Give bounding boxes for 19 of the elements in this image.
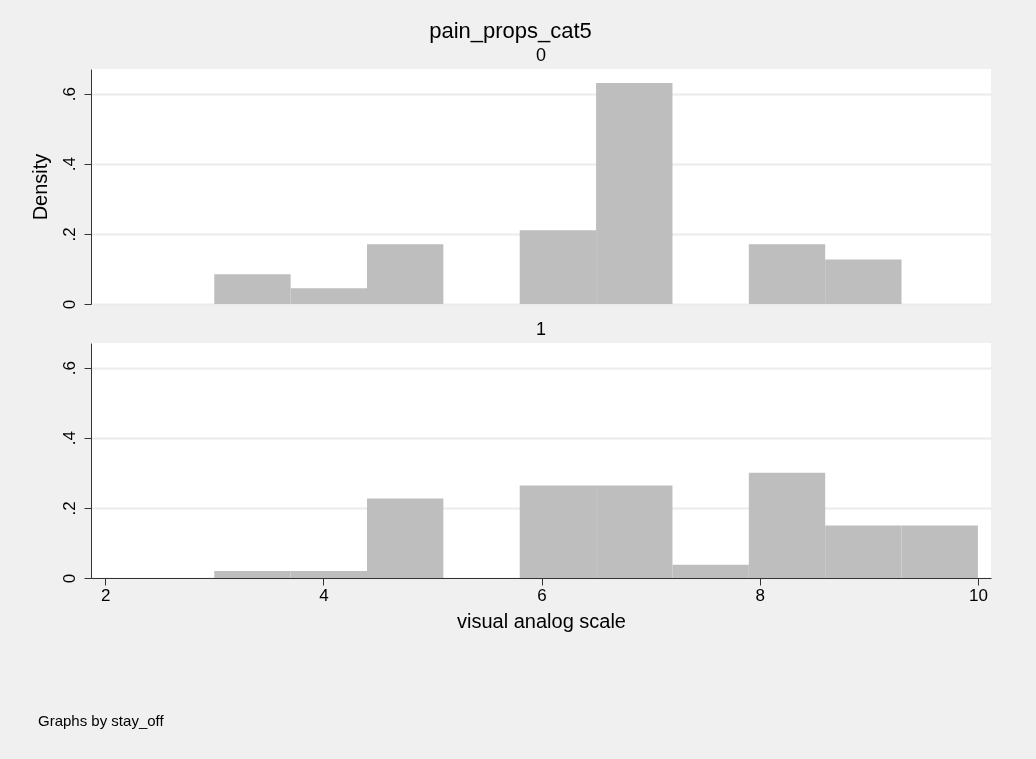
text: Graphs by stay_off <box>38 712 164 729</box>
y-tick-label: .4 <box>59 431 79 446</box>
x-tick-label: 6 <box>537 585 547 605</box>
chart-title: pain_props_cat5 <box>429 18 592 43</box>
y-tick-label: 0 <box>59 299 79 310</box>
x-tick-label: 8 <box>755 585 765 605</box>
y-tick-label: .6 <box>59 86 79 102</box>
chart-subtitle: 0 <box>535 45 547 65</box>
y-tick-label: .6 <box>59 360 79 376</box>
chart-subtitle: 1 <box>535 319 547 339</box>
x-tick-label: 4 <box>319 585 329 605</box>
x-axis-title: visual analog scale <box>457 609 626 632</box>
y-tick-label: .4 <box>59 157 79 172</box>
y-tick-label: 0 <box>59 573 79 584</box>
x-tick-label: 2 <box>100 585 111 605</box>
x-tick-label: 10 <box>968 585 988 605</box>
y-tick-label: .2 <box>59 227 79 242</box>
y-axis-title: Density <box>28 153 51 221</box>
y-tick-label: .2 <box>59 501 79 516</box>
